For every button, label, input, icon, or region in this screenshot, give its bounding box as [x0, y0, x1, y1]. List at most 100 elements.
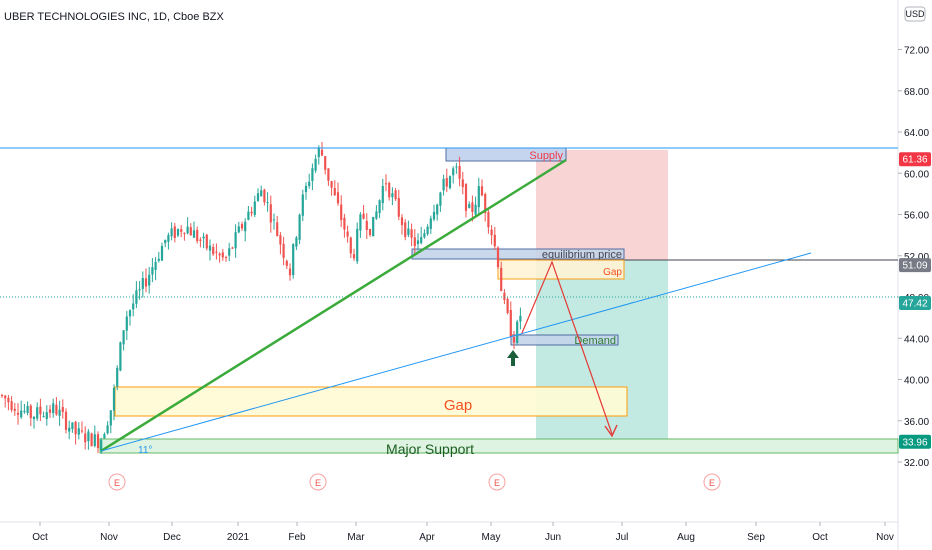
- candle-body: [125, 316, 128, 331]
- candle-body: [221, 252, 224, 258]
- price-tick-label: 56.00: [904, 211, 929, 222]
- candle-body: [426, 226, 429, 235]
- candle-body: [439, 192, 442, 206]
- gap-large-label: Gap: [444, 397, 472, 414]
- candle-body: [183, 232, 186, 234]
- candle-body: [138, 289, 141, 291]
- candle-body: [356, 228, 359, 262]
- price-badge-label: 61.36: [902, 155, 927, 166]
- candle-body: [119, 342, 122, 371]
- earnings-marker[interactable]: [488, 473, 506, 491]
- candle-body: [512, 336, 516, 343]
- candle-body: [196, 230, 199, 242]
- candle-body: [368, 229, 372, 235]
- time-axis[interactable]: Oct Nov Dec 2021 Feb Mar Apr May Jun Jul Aug Sep Oct…: [32, 522, 894, 543]
- demand-label: Demand: [574, 335, 616, 347]
- candle-body: [189, 227, 192, 236]
- candle-body: [420, 237, 423, 244]
- candle-body: [276, 222, 279, 236]
- time-tick-label: Aug: [677, 532, 695, 543]
- candle-body: [266, 202, 269, 204]
- candle-body: [208, 245, 212, 251]
- candle-body: [132, 303, 135, 310]
- time-tick-label: Jul: [616, 532, 629, 543]
- candle-body: [452, 168, 455, 176]
- candle-body: [215, 251, 218, 253]
- candle-body: [365, 220, 368, 230]
- price-tick-label: 32.00: [904, 458, 929, 469]
- currency-badge[interactable]: [904, 6, 926, 22]
- candle-body: [100, 440, 103, 451]
- price-badge: [899, 258, 931, 273]
- price-tick-label: 44.00: [904, 334, 929, 345]
- candle-body: [378, 200, 381, 213]
- earnings-marker[interactable]: [108, 473, 126, 491]
- candle-body: [346, 231, 349, 237]
- candle-body: [285, 260, 288, 266]
- candle-body: [167, 235, 170, 242]
- candle-body: [237, 226, 240, 233]
- candle-body: [160, 246, 164, 261]
- candle-body: [288, 268, 292, 276]
- candle-body: [349, 237, 352, 254]
- projection-path: [521, 260, 613, 435]
- candle-body: [180, 229, 183, 232]
- green-trendline: [100, 158, 567, 453]
- candle-body: [448, 176, 452, 189]
- candle-body: [298, 214, 301, 240]
- price-badge: [899, 152, 931, 167]
- price-tick-label: 68.00: [904, 87, 929, 98]
- gap-zone-small: [497, 259, 625, 280]
- earnings-marker[interactable]: [309, 473, 327, 491]
- candle-body: [231, 247, 234, 249]
- candle-body: [260, 190, 263, 197]
- candle-body: [244, 221, 247, 232]
- time-tick-label: Nov: [100, 532, 118, 543]
- candle-body: [352, 254, 356, 259]
- candle-body: [362, 213, 365, 219]
- price-badge: [899, 295, 931, 310]
- price-tick-label: 60.00: [904, 169, 929, 180]
- candle-body: [77, 428, 80, 435]
- candle-body: [10, 401, 13, 410]
- price-tick-label: 72.00: [904, 46, 929, 57]
- candle-body: [314, 158, 317, 171]
- earnings-marker[interactable]: [703, 473, 721, 491]
- candle-body: [304, 185, 308, 193]
- candle-body: [324, 156, 327, 170]
- price-badge-label: 47.42: [902, 298, 927, 309]
- projection-arrowhead: [604, 424, 618, 438]
- candle-body: [74, 421, 77, 435]
- candle-body: [144, 278, 148, 287]
- time-tick-label: Oct: [32, 532, 48, 543]
- candle-body: [45, 412, 48, 420]
- angle-label: 11°: [138, 445, 152, 456]
- candle-body: [64, 411, 68, 430]
- candle-body: [295, 237, 298, 247]
- candle-body: [279, 235, 282, 245]
- candle-body: [148, 274, 151, 286]
- candle-body: [224, 257, 228, 259]
- candle-body: [311, 168, 314, 182]
- chart-title: UBER TECHNOLOGIES INC, 1D, Cboe BZX: [4, 11, 225, 23]
- candlestick-series: [0, 142, 522, 454]
- equilibrium-zone: [411, 248, 625, 260]
- earnings-marker-label: E: [709, 478, 715, 488]
- candle-body: [519, 315, 522, 322]
- candle-body: [407, 228, 410, 235]
- candle-body: [39, 406, 42, 415]
- candle-body: [506, 298, 509, 313]
- price-tick-label: 64.00: [904, 128, 929, 139]
- candle-body: [336, 192, 340, 204]
- candle-body: [516, 321, 519, 343]
- candle-body: [388, 182, 391, 198]
- candle-body: [272, 219, 276, 221]
- equilibrium-label: equilibrium price: [542, 249, 622, 261]
- candle-body: [308, 181, 311, 187]
- candle-body: [55, 404, 58, 415]
- candle-body: [282, 243, 285, 258]
- earnings-marker-label: E: [114, 478, 120, 488]
- candle-body: [96, 434, 100, 449]
- price-badge-label: 51.09: [902, 261, 927, 272]
- candle-body: [327, 168, 330, 181]
